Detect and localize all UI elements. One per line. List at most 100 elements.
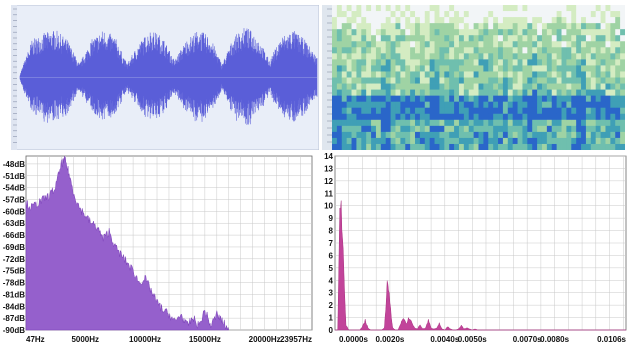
spectrogram-cell — [610, 23, 616, 30]
waveform-scale — [11, 5, 17, 150]
spectrogram-cell — [385, 23, 391, 30]
spectrogram-cell — [405, 53, 411, 60]
spectrogram-cell — [332, 101, 338, 109]
spectrogram-cell — [576, 53, 582, 60]
spectrogram-cell — [395, 71, 401, 78]
spectrogram-cell — [527, 53, 533, 60]
spectrogram-cell — [512, 83, 518, 90]
spectrogram-cell — [434, 77, 440, 84]
spectrogram-cell — [488, 59, 494, 66]
spectrogram-cell — [351, 53, 357, 60]
spectrogram-cell — [585, 137, 592, 145]
spectrogram-cell — [556, 143, 562, 150]
spectrogram-cell — [590, 131, 597, 139]
spectrogram-cell — [595, 143, 601, 150]
spectrogram-cell — [610, 29, 616, 36]
spectrogram-cell — [556, 17, 562, 24]
spectrogram-cell — [493, 131, 499, 139]
spectrogram-cell — [571, 125, 577, 133]
spectrogram-cell — [615, 119, 621, 127]
spectrogram-cell — [468, 35, 475, 42]
spectrogram-cell — [468, 119, 475, 127]
spectrogram-cell — [444, 77, 450, 84]
spectrogram-cell — [571, 95, 577, 103]
spectrogram-cell — [566, 35, 572, 42]
spectrogram-cell — [346, 35, 352, 42]
spectrogram-cell — [429, 131, 435, 139]
spectrogram-cell — [341, 59, 348, 66]
spectrogram-cell — [385, 131, 391, 139]
spectrogram-cell — [390, 125, 396, 133]
spectrogram-cell — [380, 53, 387, 60]
spectrogram-cell — [595, 29, 601, 36]
spectrogram-cell — [502, 5, 509, 12]
autocorr-x-tick-label: 0.0070s — [513, 335, 542, 344]
spectrogram-cell — [336, 131, 343, 139]
spectrogram-cell — [410, 95, 416, 103]
spectrogram-cell — [478, 143, 484, 150]
spectrogram-cell — [449, 77, 455, 84]
spectrogram-cell — [429, 95, 435, 103]
spectrogram-cell — [341, 95, 348, 103]
spectrogram-cell — [512, 101, 518, 109]
spectrogram-cell — [532, 11, 538, 18]
spectrogram-cell — [590, 17, 597, 24]
spectrogram-cell — [541, 65, 548, 72]
spectrogram-cell — [424, 131, 431, 139]
spectrum-y-tick-label: -51dB — [3, 172, 25, 181]
spectrogram-cell — [610, 59, 616, 66]
spectrogram-cell — [356, 137, 362, 145]
spectrogram-cell — [541, 47, 548, 54]
spectrogram-cell — [410, 83, 416, 90]
spectrogram-cell — [507, 137, 514, 145]
spectrogram-cell — [390, 71, 396, 78]
spectrogram-cell — [434, 71, 440, 78]
spectrogram-cell — [366, 47, 372, 54]
spectrogram-cell — [576, 119, 582, 127]
spectrogram-cell — [385, 77, 391, 84]
spectrogram-cell — [371, 47, 377, 54]
spectrogram-cell — [444, 23, 450, 30]
spectrogram-cell — [478, 95, 484, 103]
spectrogram-cell — [585, 41, 592, 48]
spectrogram-cell — [537, 59, 543, 66]
spectrogram-cell — [346, 89, 352, 97]
spectrogram-cell — [571, 119, 577, 127]
spectrogram-cell — [581, 17, 587, 24]
spectrogram-cell — [341, 125, 348, 133]
spectrogram-cell — [361, 77, 367, 84]
spectrogram-cell — [561, 29, 567, 36]
spectrogram-cell — [522, 143, 528, 150]
spectrogram-cell — [400, 59, 406, 66]
spectrogram-cell — [380, 89, 387, 97]
spectrogram-cell — [517, 77, 523, 84]
spectrum-y-tick-label: -69dB — [3, 243, 25, 252]
spectrogram-cell — [366, 17, 372, 24]
spectrogram-cell — [571, 65, 577, 72]
spectrogram-cell — [468, 77, 475, 84]
spectrogram-cell — [390, 113, 396, 121]
spectrogram-cell — [537, 53, 543, 60]
spectrogram-cell — [366, 107, 372, 115]
spectrogram-cell — [502, 95, 509, 103]
spectrogram-cell — [595, 17, 601, 24]
spectrogram-cell — [556, 35, 562, 42]
spectrogram-cell — [415, 137, 421, 145]
spectrogram-cell — [498, 35, 504, 42]
spectrogram-cell — [410, 77, 416, 84]
spectrogram-cell — [488, 29, 494, 36]
spectrogram-cell — [449, 107, 455, 115]
spectrogram-cell — [346, 143, 352, 150]
spectrogram-cell — [361, 53, 367, 60]
spectrogram-cell — [463, 35, 470, 42]
spectrogram-cell — [366, 95, 372, 103]
spectrogram-cell — [512, 53, 518, 60]
spectrogram-cell — [444, 101, 450, 109]
spectrogram-cell — [541, 89, 548, 97]
spectrogram-cell — [351, 83, 357, 90]
spectrogram-cell — [488, 131, 494, 139]
spectrogram-cell — [366, 41, 372, 48]
spectrogram-cell — [590, 143, 597, 150]
spectrogram-cell — [556, 107, 562, 115]
spectrogram-cell — [366, 29, 372, 36]
